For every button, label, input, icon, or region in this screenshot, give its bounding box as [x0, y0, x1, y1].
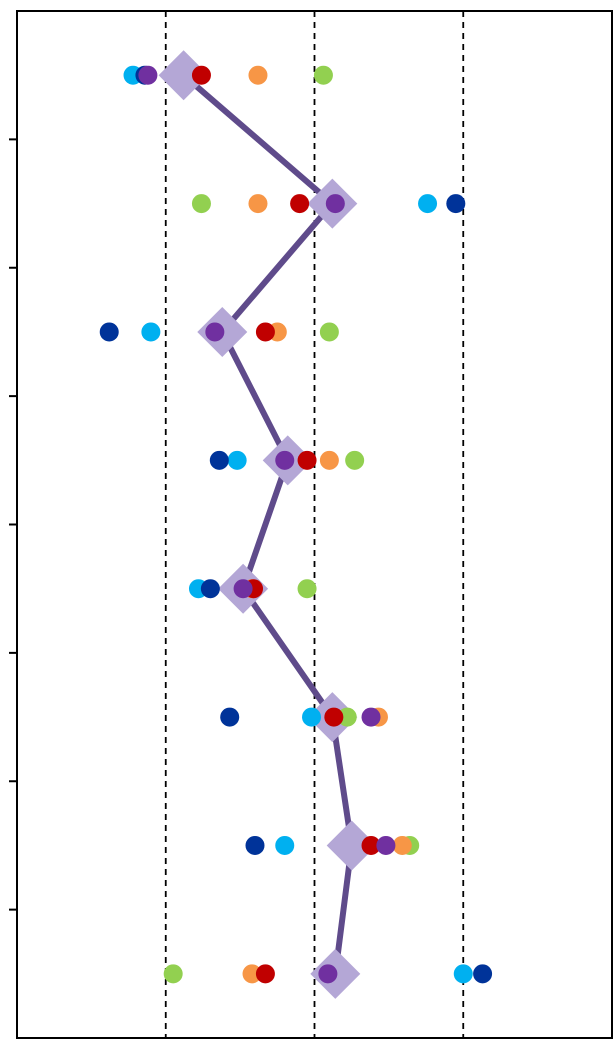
dot-red-row-1	[191, 65, 211, 85]
dot-purple-row-6	[361, 707, 381, 727]
dot-green-row-6	[337, 707, 357, 727]
dot-light-blue-row-8	[453, 964, 473, 984]
dot-orange-row-4	[319, 450, 339, 470]
dot-red-row-3	[255, 322, 275, 342]
gridlines	[164, 11, 465, 1038]
dot-dark-blue-row-7	[245, 835, 265, 855]
dot-red-row-6	[324, 707, 344, 727]
data-markers	[99, 50, 493, 999]
dot-purple-row-5	[233, 579, 253, 599]
dot-light-blue-row-4	[227, 450, 247, 470]
dot-orange-row-8	[242, 964, 262, 984]
dot-dark-blue-row-5	[200, 579, 220, 599]
dot-red-row-2	[290, 194, 310, 214]
dot-light-blue-row-6	[302, 707, 322, 727]
dot-red-row-4	[297, 450, 317, 470]
dot-orange-row-7	[392, 835, 412, 855]
dot-red-row-7	[361, 835, 381, 855]
dot-light-blue-row-7	[275, 835, 295, 855]
dot-purple-row-7	[376, 835, 396, 855]
dot-purple-row-4	[275, 450, 295, 470]
dot-purple-row-3	[205, 322, 225, 342]
dot-dark-blue-row-6	[220, 707, 240, 727]
dot-red-row-8	[255, 964, 275, 984]
mean-diamond-row-1	[158, 50, 209, 101]
dot-purple-row-1	[138, 65, 158, 85]
dot-green-row-5	[297, 579, 317, 599]
mean-diamond-row-7	[326, 820, 377, 871]
dot-dark-blue-row-4	[209, 450, 229, 470]
dot-dark-blue-row-3	[99, 322, 119, 342]
dot-green-row-2	[191, 194, 211, 214]
dot-orange-row-2	[248, 194, 268, 214]
dot-light-blue-row-3	[141, 322, 161, 342]
dot-dark-blue-row-8	[473, 964, 493, 984]
dot-purple-row-8	[318, 964, 338, 984]
dot-green-row-8	[163, 964, 183, 984]
dot-green-row-1	[313, 65, 333, 85]
dot-green-row-4	[345, 450, 365, 470]
plot-frame	[9, 10, 613, 1039]
dot-green-row-3	[319, 322, 339, 342]
dot-dark-blue-row-2	[446, 194, 466, 214]
dot-purple-row-2	[325, 194, 345, 214]
dot-orange-row-1	[248, 65, 268, 85]
dot-light-blue-row-2	[418, 194, 438, 214]
